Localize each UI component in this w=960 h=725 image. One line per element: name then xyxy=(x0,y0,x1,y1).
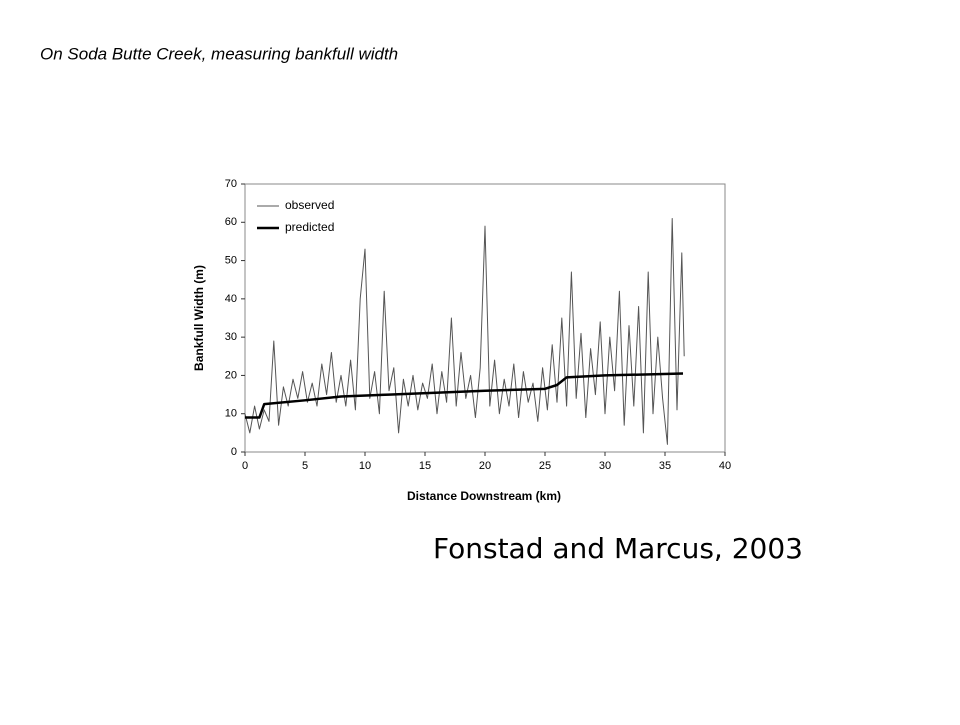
y-axis-title: Bankfull Width (m) xyxy=(192,265,206,371)
legend-label: predicted xyxy=(285,220,334,234)
x-tick-label: 10 xyxy=(359,460,371,472)
y-tick-label: 70 xyxy=(225,178,237,190)
x-tick-label: 20 xyxy=(479,460,491,472)
x-axis-title: Distance Downstream (km) xyxy=(407,489,561,503)
x-tick-label: 0 xyxy=(242,460,248,472)
y-tick-label: 0 xyxy=(231,446,237,458)
citation: Fonstad and Marcus, 2003 xyxy=(433,532,803,565)
y-tick-label: 30 xyxy=(225,331,237,343)
y-tick-label: 20 xyxy=(225,369,237,381)
series-line xyxy=(244,217,685,445)
slide-heading: On Soda Butte Creek, measuring bankfull … xyxy=(40,44,398,63)
y-tick-label: 60 xyxy=(225,216,237,228)
x-tick-label: 5 xyxy=(302,460,308,472)
x-tick-label: 15 xyxy=(419,460,431,472)
y-tick-label: 40 xyxy=(225,293,237,305)
x-tick-label: 40 xyxy=(719,460,731,472)
legend-label: observed xyxy=(285,198,334,212)
series-line xyxy=(245,372,684,419)
y-tick-label: 50 xyxy=(225,254,237,266)
x-tick-label: 25 xyxy=(539,460,551,472)
y-tick-label: 10 xyxy=(225,408,237,420)
chart: Distance Downstream (km) Bankfull Width … xyxy=(192,178,731,503)
x-tick-label: 35 xyxy=(659,460,671,472)
x-tick-label: 30 xyxy=(599,460,611,472)
